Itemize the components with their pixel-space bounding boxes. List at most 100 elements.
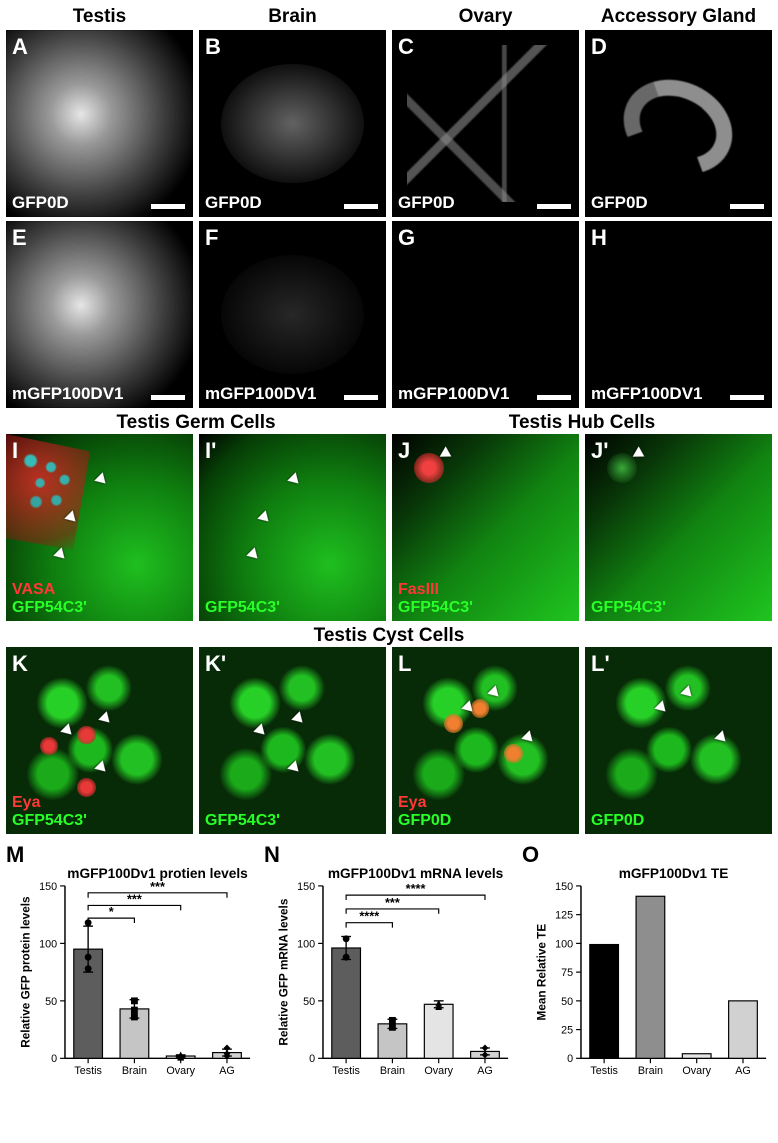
svg-text:0: 0 [51, 1053, 57, 1065]
section-kl-header: Testis Cyst Cells [6, 625, 772, 647]
panel-letter: L [398, 651, 411, 677]
organ-header: Ovary [392, 6, 579, 30]
panel-k: K Eya GFP54C3' [6, 647, 193, 834]
panel-l: L Eya GFP0D [392, 647, 579, 834]
svg-text:****: **** [359, 909, 379, 924]
scale-bar [344, 395, 378, 400]
svg-text:150: 150 [297, 881, 315, 893]
panel-letter: I' [205, 438, 216, 464]
svg-text:150: 150 [555, 881, 573, 893]
green-label: GFP0D [591, 812, 644, 830]
panel-letter: J' [591, 438, 608, 464]
scale-bar [151, 204, 185, 209]
svg-text:Brain: Brain [638, 1065, 663, 1077]
svg-text:mGFP100Dv1 TE: mGFP100Dv1 TE [619, 866, 729, 881]
svg-text:AG: AG [219, 1065, 235, 1077]
green-label: GFP54C3' [591, 599, 666, 617]
organ-header: Accessory Gland [585, 6, 772, 30]
svg-text:mGFP100Dv1 mRNA levels: mGFP100Dv1 mRNA levels [328, 866, 504, 881]
panel-letter: K' [205, 651, 226, 677]
svg-text:*: * [109, 904, 114, 919]
panel-f: F mGFP100DV1 [199, 221, 386, 408]
panel-letter: J [398, 438, 410, 464]
panel-b: B GFP0D [199, 30, 386, 217]
svg-text:0: 0 [309, 1053, 315, 1065]
green-channel [199, 647, 386, 834]
chart-m-cell: M mGFP100Dv1 protien levels050100150Rela… [6, 842, 256, 1092]
green-label: GFP54C3' [205, 599, 280, 617]
testis-image [6, 221, 193, 408]
testis-image [6, 30, 193, 217]
section-header: Testis Cyst Cells [6, 625, 772, 647]
svg-text:Brain: Brain [380, 1065, 405, 1077]
panel-label: mGFP100DV1 [205, 384, 317, 404]
panel-letter: K [12, 651, 28, 677]
organ-header-row: Testis Brain Ovary Accessory Gland [6, 6, 772, 30]
section-header: Testis Germ Cells [6, 412, 386, 434]
green-label: GFP0D [398, 812, 451, 830]
scale-bar [151, 395, 185, 400]
green-label: GFP54C3' [205, 812, 280, 830]
panel-i-prime: I' GFP54C3' [199, 434, 386, 621]
red-label: Eya [12, 794, 40, 812]
chart-o: mGFP100Dv1 TE0255075100125150Mean Relati… [532, 864, 772, 1092]
red-label: VASA [12, 581, 55, 599]
svg-text:25: 25 [561, 1025, 573, 1037]
svg-text:50: 50 [45, 996, 57, 1008]
organ-header: Brain [199, 6, 386, 30]
orange-dot [504, 744, 523, 763]
svg-text:AG: AG [735, 1065, 751, 1077]
panel-label: mGFP100DV1 [12, 384, 124, 404]
organ-header: Testis [6, 6, 193, 30]
svg-text:AG: AG [477, 1065, 493, 1077]
scale-bar [730, 395, 764, 400]
panel-letter: E [12, 225, 27, 251]
green-label: GFP54C3' [12, 599, 87, 617]
chart-n-cell: N mGFP100Dv1 mRNA levels050100150Relativ… [264, 842, 514, 1092]
svg-text:Testis: Testis [74, 1065, 102, 1077]
accessory-gland-image [609, 63, 749, 192]
panel-e: E mGFP100DV1 [6, 221, 193, 408]
red-label: FasIII [398, 581, 439, 599]
scale-bar [730, 204, 764, 209]
svg-text:150: 150 [39, 881, 57, 893]
panel-l-prime: L' GFP0D [585, 647, 772, 834]
chart-row: M mGFP100Dv1 protien levels050100150Rela… [6, 842, 772, 1092]
panel-label: GFP0D [12, 193, 69, 213]
scale-bar [344, 204, 378, 209]
svg-text:Relative GFP protein levels: Relative GFP protein levels [20, 896, 33, 1048]
red-label: Eya [398, 794, 426, 812]
svg-text:Ovary: Ovary [682, 1065, 711, 1077]
svg-text:100: 100 [555, 938, 573, 950]
panel-letter: I [12, 438, 18, 464]
panel-a: A GFP0D [6, 30, 193, 217]
chart-m: mGFP100Dv1 protien levels050100150Relati… [16, 864, 256, 1092]
panel-label: GFP0D [591, 193, 648, 213]
panel-letter: A [12, 34, 28, 60]
scale-bar [537, 204, 571, 209]
brain-image [221, 64, 363, 184]
ovary-image [407, 45, 564, 202]
panel-row-ij: I VASA GFP54C3' I' GFP54C3' J FasIII GFP… [6, 434, 772, 621]
svg-text:Testis: Testis [332, 1065, 360, 1077]
panel-k-prime: K' GFP54C3' [199, 647, 386, 834]
svg-text:Testis: Testis [590, 1065, 618, 1077]
red-dot [77, 778, 96, 797]
svg-text:Relative GFP mRNA levels: Relative GFP mRNA levels [278, 898, 291, 1045]
svg-text:0: 0 [567, 1053, 573, 1065]
panel-letter: L' [591, 651, 610, 677]
figure: Testis Brain Ovary Accessory Gland A GFP… [0, 0, 778, 1098]
svg-text:50: 50 [561, 996, 573, 1008]
svg-text:75: 75 [561, 967, 573, 979]
panel-g: G mGFP100DV1 [392, 221, 579, 408]
green-label: GFP54C3' [12, 812, 87, 830]
panel-label: mGFP100DV1 [398, 384, 510, 404]
panel-i: I VASA GFP54C3' [6, 434, 193, 621]
panel-letter: G [398, 225, 415, 251]
panel-row-eh: E mGFP100DV1 F mGFP100DV1 G mGFP100DV1 H… [6, 221, 772, 408]
red-dot [77, 726, 96, 745]
section-ij-header: Testis Germ Cells Testis Hub Cells [6, 412, 772, 434]
panel-letter: F [205, 225, 218, 251]
svg-text:Brain: Brain [122, 1065, 147, 1077]
chart-n: mGFP100Dv1 mRNA levels050100150Relative … [274, 864, 514, 1092]
